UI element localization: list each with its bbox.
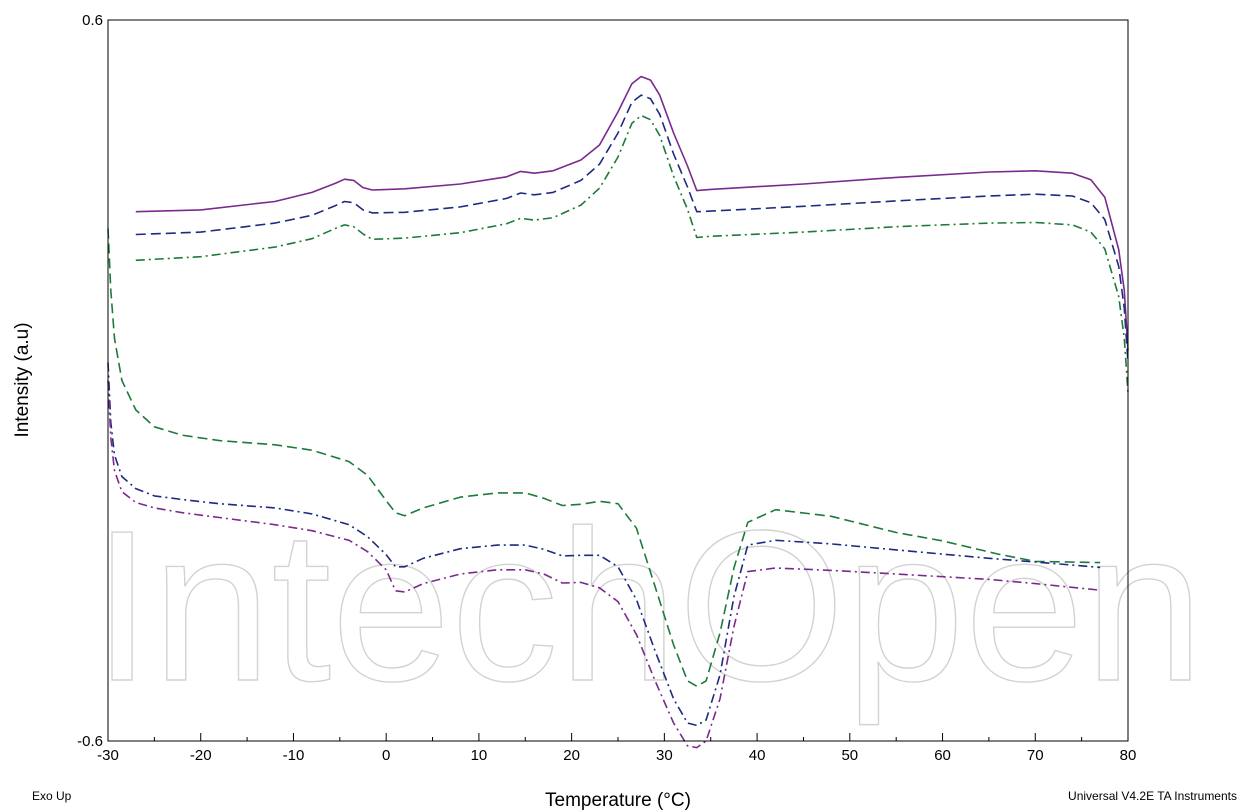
x-tick-label: -20 bbox=[190, 747, 212, 764]
x-tick-label: 0 bbox=[382, 747, 390, 764]
curves-layer bbox=[107, 75, 1129, 749]
x-tick-label: 50 bbox=[841, 747, 858, 764]
curve-6 bbox=[107, 380, 1101, 749]
watermark-text: IntechOpen bbox=[92, 485, 1204, 726]
curve-2 bbox=[135, 94, 1129, 363]
x-tick-label: 10 bbox=[471, 747, 488, 764]
instrument-note: Universal V4.2E TA Instruments bbox=[1068, 789, 1237, 803]
x-axis-title: Temperature (°C) bbox=[545, 790, 691, 811]
curve-5 bbox=[107, 362, 1101, 727]
y-axis: -0.6 0.6 bbox=[77, 12, 103, 750]
x-tick-label: -30 bbox=[97, 747, 119, 764]
x-tick-label: 40 bbox=[749, 747, 766, 764]
x-axis: -30 -20 -10 0 10 20 30 40 50 60 70 80 bbox=[97, 733, 1136, 764]
x-tick-label: 30 bbox=[656, 747, 673, 764]
exo-up-note: Exo Up bbox=[32, 789, 72, 803]
x-tick-label: -10 bbox=[283, 747, 305, 764]
x-tick-label: 80 bbox=[1120, 747, 1137, 764]
y-tick-label: 0.6 bbox=[82, 12, 103, 29]
y-axis-title: Intensity (a.u) bbox=[12, 322, 33, 437]
x-tick-label: 20 bbox=[563, 747, 580, 764]
x-tick-label: 60 bbox=[934, 747, 951, 764]
x-tick-label: 70 bbox=[1027, 747, 1044, 764]
curve-4 bbox=[107, 228, 1101, 688]
curve-3 bbox=[135, 114, 1129, 393]
curve-1 bbox=[135, 75, 1129, 351]
y-tick-label: -0.6 bbox=[77, 733, 103, 750]
